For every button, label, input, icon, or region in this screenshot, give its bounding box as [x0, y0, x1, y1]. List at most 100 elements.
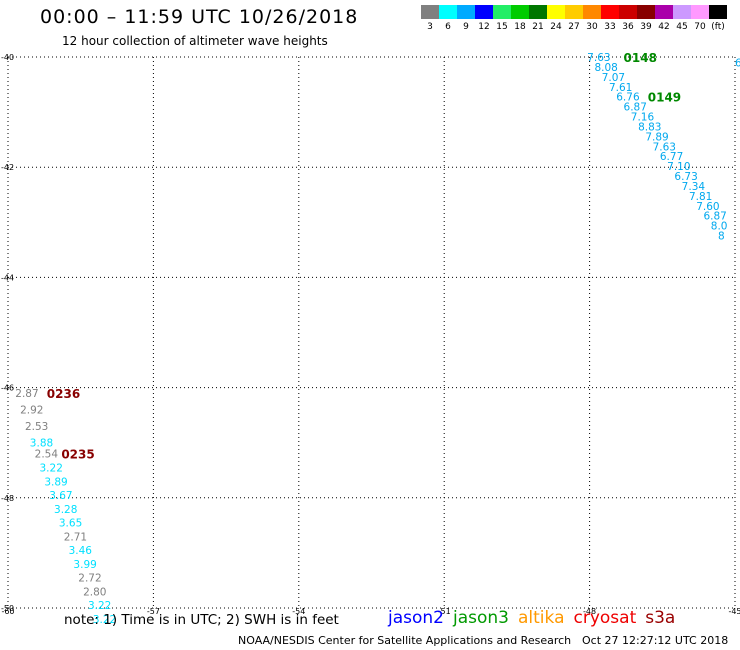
legend-bin: 70 — [691, 5, 709, 32]
legend-label: 3 — [427, 22, 433, 32]
wave-height-value: 6 — [735, 58, 740, 70]
legend-swatch — [691, 5, 709, 19]
wave-height-value: 7.81 — [689, 191, 712, 203]
lon-tick-label: -54 — [292, 607, 305, 616]
legend-label: 27 — [568, 22, 580, 32]
wave-height-value: 6.73 — [674, 171, 697, 183]
legend-label: 6 — [445, 22, 451, 32]
wave-height-value: 8 — [718, 231, 725, 243]
legend-swatch — [655, 5, 673, 19]
legend-swatch — [493, 5, 511, 19]
wave-height-value: 8.08 — [594, 62, 617, 74]
wave-height-value: 7.63 — [587, 52, 610, 64]
lat-tick-label: -42 — [1, 163, 14, 172]
wave-height-value: 2.92 — [20, 405, 43, 417]
wave-height-value: 7.07 — [602, 72, 625, 84]
wave-height-value: 3.28 — [54, 504, 77, 516]
page-title: 00:00 – 11:59 UTC 10/26/2018 — [40, 6, 359, 28]
generated-timestamp: Oct 27 12:27:12 UTC 2018 — [582, 634, 729, 647]
wave-height-value: 3.99 — [73, 559, 96, 571]
wave-height-value: 8.83 — [638, 121, 661, 133]
wave-height-value: 3.22 — [93, 614, 116, 626]
legend-bin: 30 — [583, 5, 601, 32]
wave-height-value: 3.65 — [59, 518, 82, 530]
wave-height-value: 2.80 — [83, 586, 106, 598]
lon-tick-label: -60 — [1, 607, 14, 616]
legend-label: 39 — [640, 22, 652, 32]
legend-swatch — [709, 5, 727, 19]
wave-height-value: 7.63 — [653, 141, 676, 153]
lat-tick-label: -48 — [1, 494, 14, 503]
lon-tick-label: -45 — [728, 607, 740, 616]
legend-label: 15 — [496, 22, 508, 32]
legend-label: 9 — [463, 22, 469, 32]
satellite-legend: jason2 jason3 altika cryosat s3a — [388, 608, 684, 628]
legend-bin: 18 — [511, 5, 529, 32]
legend-label: 18 — [514, 22, 526, 32]
legend-bin: 27 — [565, 5, 583, 32]
satellite-jason3: jason3 — [453, 608, 509, 628]
pass-number-label: 0148 — [624, 51, 657, 65]
lon-tick-label: -48 — [583, 607, 596, 616]
legend-swatch — [601, 5, 619, 19]
legend-bin: 9 — [457, 5, 475, 32]
legend-label: 33 — [604, 22, 616, 32]
legend-swatch — [565, 5, 583, 19]
legend-swatch — [511, 5, 529, 19]
wave-height-value: 3.22 — [40, 462, 63, 474]
legend-bin: 45 — [673, 5, 691, 32]
legend-label: 21 — [532, 22, 544, 32]
legend-bin: 6 — [439, 5, 457, 32]
legend-swatch — [673, 5, 691, 19]
wave-height-value: 3.67 — [49, 490, 72, 502]
wave-height-value: 2.54 — [35, 449, 59, 461]
legend-label: 24 — [550, 22, 562, 32]
wave-height-value: 6.76 — [616, 92, 640, 104]
wave-height-value: 2.53 — [25, 421, 48, 433]
legend-label: 70 — [694, 22, 706, 32]
legend-label: 36 — [622, 22, 634, 32]
lat-tick-label: -40 — [1, 53, 14, 62]
pass-number-label: 0236 — [47, 387, 80, 401]
wave-height-value: 3.88 — [30, 438, 53, 450]
wave-height-value: 7.10 — [667, 161, 690, 173]
wave-height-value: 3.22 — [88, 600, 111, 612]
color-legend: 3 6 9 12 15 18 21 24 27 30 33 36 39 42 45 70 (ft) — [421, 5, 727, 32]
lat-tick-label: -50 — [1, 604, 14, 613]
legend-bin: (ft) — [709, 5, 727, 32]
footnote: note: 1) Time is in UTC; 2) SWH is in fe… — [64, 612, 339, 628]
credit-line: NOAA/NESDIS Center for Satellite Applica… — [238, 634, 572, 647]
pass-number-label: 0149 — [648, 91, 681, 105]
legend-swatch — [619, 5, 637, 19]
legend-swatch — [457, 5, 475, 19]
lat-tick-label: -46 — [1, 384, 14, 393]
legend-swatch — [547, 5, 565, 19]
legend-swatch — [583, 5, 601, 19]
legend-bin: 3 — [421, 5, 439, 32]
legend-bin: 33 — [601, 5, 619, 32]
wave-height-value: 7.61 — [609, 82, 632, 94]
legend-bin: 21 — [529, 5, 547, 32]
wave-height-value: 2.72 — [78, 573, 101, 585]
lon-tick-label: -51 — [438, 607, 451, 616]
legend-swatch — [439, 5, 457, 19]
wave-height-value: 2.87 — [15, 388, 38, 400]
lon-tick-label: -57 — [147, 607, 160, 616]
pass-number-label: 0235 — [61, 448, 94, 462]
wave-height-value: 7.34 — [682, 181, 706, 193]
legend-label: 42 — [658, 22, 670, 32]
wave-height-value: 7.16 — [631, 112, 655, 124]
wave-height-value: 8.0 — [711, 221, 728, 233]
legend-label: (ft) — [711, 22, 725, 32]
legend-swatch — [529, 5, 547, 19]
legend-label: 45 — [676, 22, 688, 32]
wave-height-value: 7.89 — [645, 131, 668, 143]
wave-height-value: 2.71 — [64, 531, 87, 543]
satellite-jason2: jason2 — [388, 608, 444, 628]
satellite-cryosat: cryosat — [573, 608, 637, 628]
legend-bin: 24 — [547, 5, 565, 32]
page-subtitle: 12 hour collection of altimeter wave hei… — [62, 34, 328, 48]
wave-height-value: 6.87 — [624, 102, 647, 114]
satellite-s3a: s3a — [645, 608, 676, 628]
